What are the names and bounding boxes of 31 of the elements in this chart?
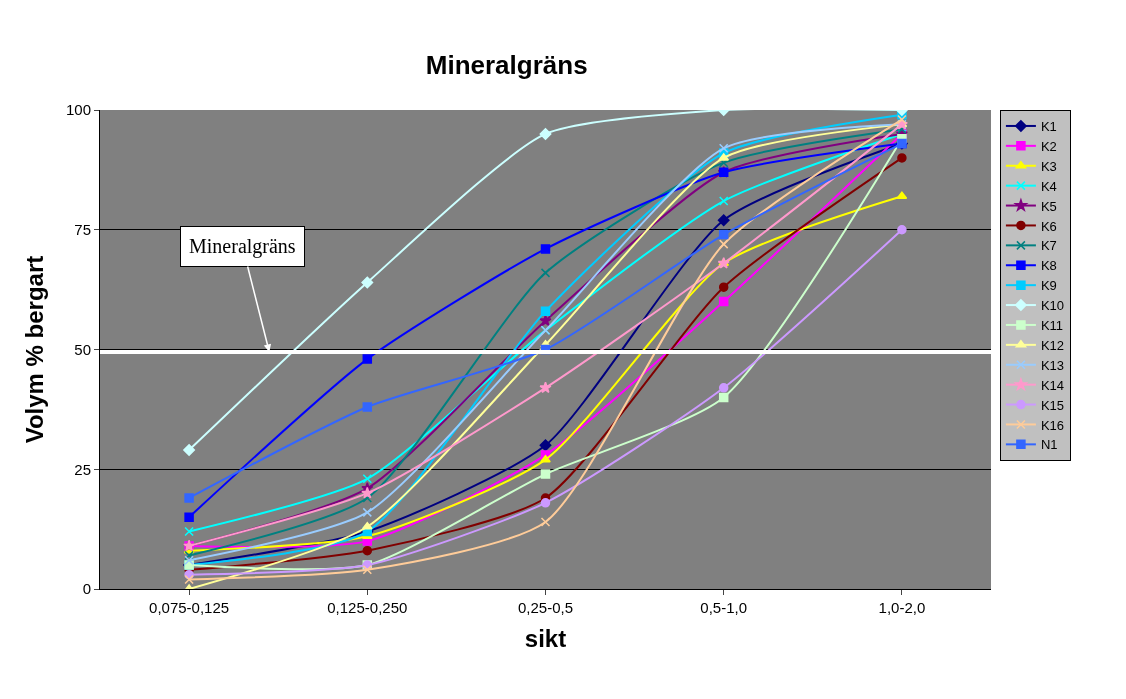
- legend-label: K7: [1040, 238, 1057, 254]
- y-tick-label: 25: [74, 460, 91, 478]
- legend-label: K1: [1040, 119, 1057, 135]
- legend-label: K5: [1040, 198, 1057, 214]
- legend-label: K8: [1040, 258, 1057, 274]
- ref-line-label: Mineralgräns: [189, 235, 296, 258]
- x-tick-label: 0,075-0,125: [149, 599, 230, 616]
- y-tick-label: 50: [74, 340, 91, 358]
- x-tick-label: 0,125-0,250: [327, 599, 408, 616]
- legend-label: K11: [1040, 318, 1064, 334]
- legend-label: K16: [1040, 417, 1065, 433]
- legend-label: K12: [1040, 337, 1065, 353]
- legend-label: K14: [1040, 377, 1065, 393]
- x-tick-label: 0,5-1,0: [700, 599, 748, 616]
- legend-label: K13: [1040, 357, 1065, 373]
- legend-label: K3: [1040, 158, 1057, 174]
- chart-title: Mineralgräns: [425, 50, 588, 81]
- x-tick-label: 1,0-2,0: [878, 599, 926, 616]
- legend-label: K15: [1040, 397, 1065, 413]
- legend-label: K2: [1040, 138, 1057, 154]
- legend-label: K6: [1040, 218, 1057, 234]
- legend-label: K9: [1040, 278, 1057, 294]
- x-axis-title: sikt: [524, 625, 567, 653]
- legend-label: K4: [1040, 178, 1057, 194]
- y-axis-title: Volym % bergart: [21, 255, 49, 444]
- y-tick-label: 100: [65, 101, 91, 119]
- y-tick-label: 75: [74, 221, 91, 238]
- y-tick-label: 0: [82, 580, 91, 598]
- x-tick-label: 0,25-0,5: [517, 599, 574, 616]
- legend-label: N1: [1040, 437, 1058, 453]
- legend-label: K10: [1040, 298, 1065, 314]
